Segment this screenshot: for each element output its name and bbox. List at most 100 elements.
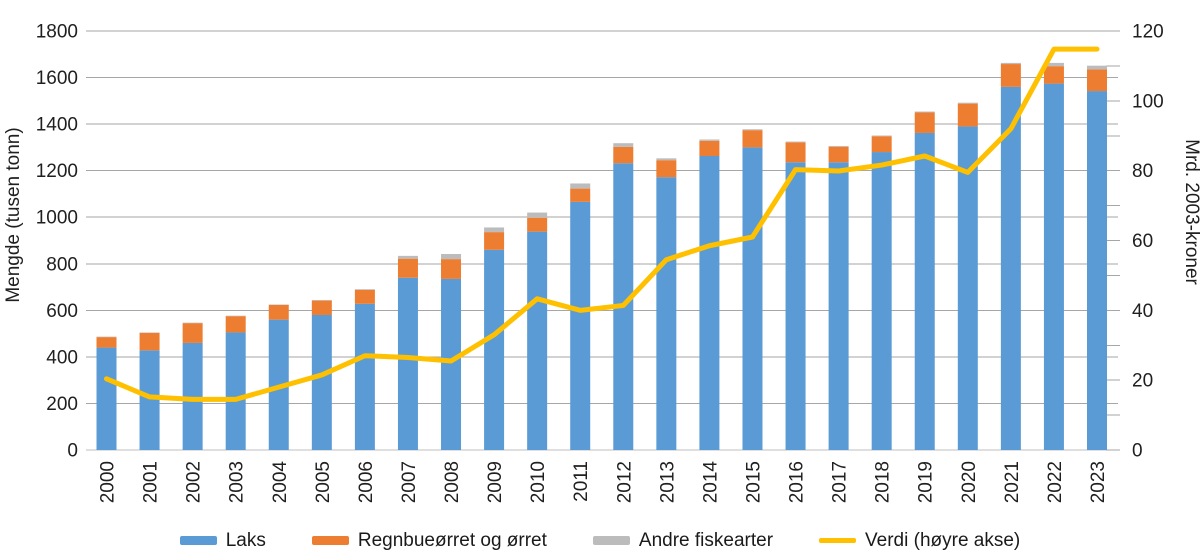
bar-segment-andre-fiskearter [828,145,849,147]
legend-item-verdi-h-yre-akse-: Verdi (høyre akse) [819,531,1020,550]
left-axis-tick-label: 1800 [36,22,78,43]
left-axis-tick-label: 600 [46,301,78,322]
left-axis-tick-label: 1200 [36,161,78,182]
bar-segment-regnbue-rret-og-rret [613,146,634,164]
bar-segment-laks [397,277,418,450]
left-axis-tick-label: 1600 [36,68,78,89]
bar-segment-regnbue-rret-og-rret [785,142,806,163]
bar-segment-laks [570,201,591,450]
chart-legend: Laks Regnbueørret og ørret Andre fiskearte… [0,531,1200,550]
bar-segment-laks [828,162,849,450]
bar-segment-andre-fiskearter [656,158,677,161]
bar-segment-regnbue-rret-og-rret [656,160,677,178]
value-line [104,46,1100,402]
bar-segment-andre-fiskearter [742,129,763,131]
bar-segment-andre-fiskearter [354,289,375,290]
legend-bar-swatch [592,536,630,545]
bar-segment-andre-fiskearter [1087,65,1107,70]
x-axis-tick-label: 2003 [227,461,248,503]
x-axis-tick-label: 2021 [1002,461,1023,503]
legend-bar-swatch [311,536,349,545]
x-axis-tick-label: 2004 [270,461,291,504]
x-axis-tick-label: 2014 [700,461,721,504]
legend-item-andre-fiskearter: Andre fiskearter [592,530,774,551]
bar-segment-andre-fiskearter [182,322,203,324]
bar-segment-laks [1087,91,1107,450]
x-axis-tick-label: 2016 [787,461,808,503]
bar-segment-andre-fiskearter [785,141,806,143]
bar-segment-laks [441,278,462,450]
bar-segment-regnbue-rret-og-rret [570,188,591,202]
bar-segment-laks [1043,83,1064,450]
bar-segment-regnbue-rret-og-rret [182,323,203,343]
right-axis-tick-label: 100 [1132,91,1164,112]
bar-segment-andre-fiskearter [397,255,418,259]
bar-segment-regnbue-rret-og-rret [527,217,548,232]
legend-bar-swatch [179,536,217,545]
bar-segment-andre-fiskearter [613,143,634,147]
right-axis-tick-label: 20 [1132,371,1153,392]
bar-segment-andre-fiskearter [570,183,591,189]
bar-segment-laks [182,342,203,450]
bar-segment-regnbue-rret-og-rret [742,130,763,148]
left-axis-tick-label: 400 [46,347,78,368]
bar-segment-regnbue-rret-og-rret [871,136,892,153]
bar-segment-regnbue-rret-og-rret [1000,64,1021,87]
x-axis-tick-label: 2011 [571,461,592,502]
right-axis-tick-label: 0 [1132,441,1143,462]
bar-segment-regnbue-rret-og-rret [139,332,160,351]
left-axis-tick-label: 0 [67,441,78,462]
bar-segment-laks [914,132,935,450]
x-axis-tick-label: 2005 [313,461,334,503]
x-axis-tick-label: 2010 [528,461,549,503]
bar-segment-andre-fiskearter [484,227,505,233]
bar-segment-regnbue-rret-og-rret [311,300,332,315]
bar-segment-andre-fiskearter [699,139,720,141]
bar-segment-andre-fiskearter [1000,62,1021,65]
left-axis-tick-label: 1400 [36,115,78,136]
bar-segment-andre-fiskearter [311,300,332,301]
left-axis-tick-label: 800 [46,254,78,275]
x-axis-tick-label: 2015 [743,461,764,503]
bar-segment-laks [354,303,375,450]
bar-segment-andre-fiskearter [96,336,117,338]
bar-segment-laks [871,152,892,451]
x-axis-tick-label: 2008 [442,461,463,503]
bar-segment-regnbue-rret-og-rret [96,337,117,348]
x-axis-tick-label: 2001 [141,461,162,503]
bar-segment-laks [656,177,677,450]
right-axis-tick-label: 60 [1132,231,1153,252]
x-axis-tick-label: 2017 [830,461,851,503]
x-axis-tick-label: 2019 [916,461,937,503]
bar-segment-regnbue-rret-og-rret [1087,69,1107,92]
bar-segment-regnbue-rret-og-rret [1043,66,1064,84]
legend-item-laks: Laks [179,530,266,551]
bar-segment-laks [96,347,117,450]
bar-segment-regnbue-rret-og-rret [484,232,505,250]
left-axis-tick-label: 200 [46,394,78,415]
left-axis-tick-label: 1000 [36,208,78,229]
bar-segment-regnbue-rret-og-rret [914,112,935,133]
bar-segment-laks [957,126,978,450]
bar-segment-regnbue-rret-og-rret [828,146,849,163]
left-axis-title: Mengde (tusen tonn) [3,127,24,302]
bar-segment-andre-fiskearter [871,135,892,137]
legend-label: Laks [225,530,266,551]
bar-segment-laks [742,147,763,450]
legend-line-swatch [819,538,857,543]
bar-segment-laks [527,231,548,450]
x-axis-tick-label: 2006 [356,461,377,503]
bar-segment-andre-fiskearter [914,111,935,113]
x-axis-tick-label: 2009 [485,461,506,503]
bar-segment-andre-fiskearter [957,102,978,104]
legend-item-regnbue-rret-og-rret: Regnbueørret og ørret [311,531,547,550]
x-axis-tick-label: 2013 [657,461,678,503]
legend-label: Andre fiskearter [638,530,774,551]
x-axis-tick-label: 2023 [1088,461,1109,503]
bar-segment-laks [311,314,332,450]
right-axis-tick-label: 80 [1132,161,1153,182]
bar-segment-regnbue-rret-og-rret [957,103,978,127]
bar-segment-laks [785,162,806,450]
